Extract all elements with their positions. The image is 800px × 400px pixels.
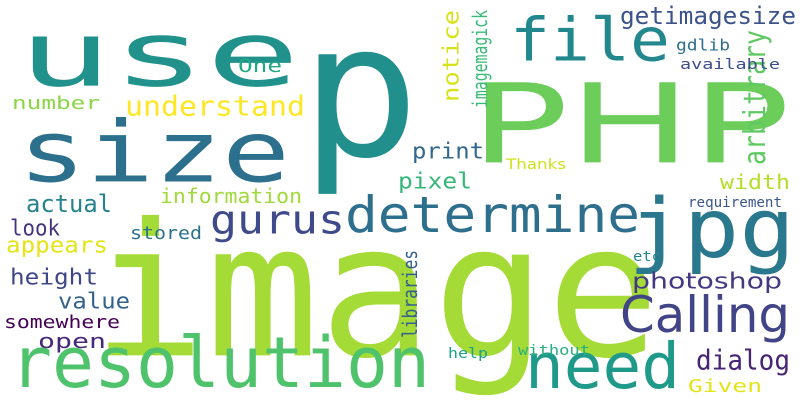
word-gurus: gurus: [210, 196, 345, 244]
word-file: file: [510, 4, 670, 75]
word-notice: notice: [438, 9, 464, 102]
word-height: height: [10, 264, 98, 290]
word-imagemagick: imagemagick: [468, 10, 492, 109]
word-appears: appears: [6, 232, 108, 258]
word-number: number: [12, 92, 100, 114]
word-value: value: [58, 288, 130, 314]
word-libraries: libraries: [398, 250, 422, 338]
word-look: look: [10, 215, 60, 241]
word-print: print: [412, 138, 484, 164]
word-width: width: [720, 170, 790, 194]
word-one: One: [238, 54, 282, 77]
word-gdlib: gdlib: [676, 35, 730, 55]
word-photoshop: photoshop: [632, 268, 782, 294]
word-stored: stored: [130, 222, 202, 244]
word-size: size: [18, 102, 290, 202]
word-php: PHP: [470, 60, 790, 189]
word-calling: Calling: [620, 285, 790, 344]
word-resolution: resolution: [10, 321, 430, 400]
word-determine: determine: [345, 185, 640, 244]
word-given: Given: [688, 375, 762, 397]
word-image: image: [92, 183, 660, 400]
word-help: help: [448, 344, 488, 362]
word-need: need: [525, 329, 680, 400]
word-information: information: [160, 184, 302, 208]
word-use: use: [18, 1, 300, 108]
word-dialog: dialog: [696, 343, 790, 377]
word-arbitrary: arbitrary: [737, 30, 773, 166]
word-somewhere: somewhere: [4, 311, 120, 333]
word-understand: understand: [125, 89, 305, 123]
word-getimagesize: getimagesize: [620, 1, 796, 30]
word-actual: actual: [26, 189, 112, 218]
word-p: p: [300, 0, 420, 200]
word-etc: etc: [633, 247, 661, 265]
word-thanks: Thanks: [506, 155, 566, 173]
word-available: available: [680, 55, 780, 73]
word-jpg: jpg: [628, 180, 795, 277]
word-open: open: [38, 329, 106, 353]
word-requirement: requirement: [688, 193, 782, 211]
word-pixel: pixel: [398, 168, 472, 194]
word-without: without: [518, 341, 590, 359]
